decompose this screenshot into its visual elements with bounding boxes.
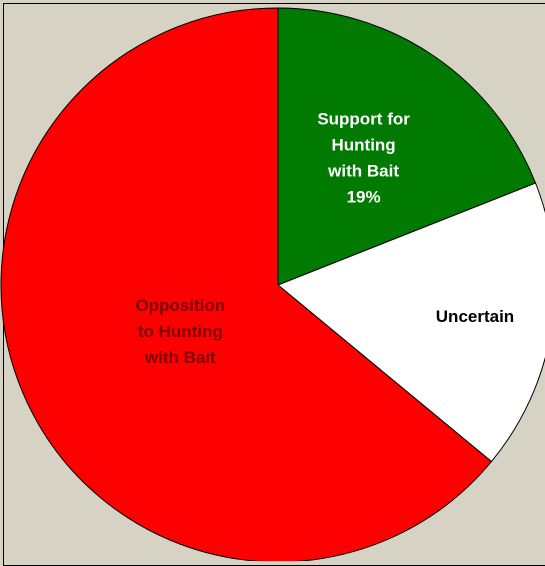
slice-label-line: 19%	[347, 188, 381, 207]
slice-label-uncertain: Uncertain	[436, 307, 514, 326]
pie-slice-opposition	[0, 7, 493, 561]
slice-label-line: Support for	[317, 110, 410, 129]
slice-label-line: to Hunting	[138, 322, 223, 341]
slice-label-line: with Bait	[327, 162, 399, 181]
pie-slice-support	[277, 7, 537, 286]
slice-label-support: Support for Hunting with Bait 19%	[317, 110, 410, 207]
pie-slice-uncertain	[277, 182, 545, 463]
slice-label-opposition: Opposition to Hunting with Bait	[135, 296, 225, 367]
slice-label-line: with Bait	[144, 348, 216, 367]
slice-label-line: Uncertain	[436, 307, 514, 326]
slice-label-line: Hunting	[331, 136, 395, 155]
slice-label-line: Opposition	[135, 296, 225, 315]
